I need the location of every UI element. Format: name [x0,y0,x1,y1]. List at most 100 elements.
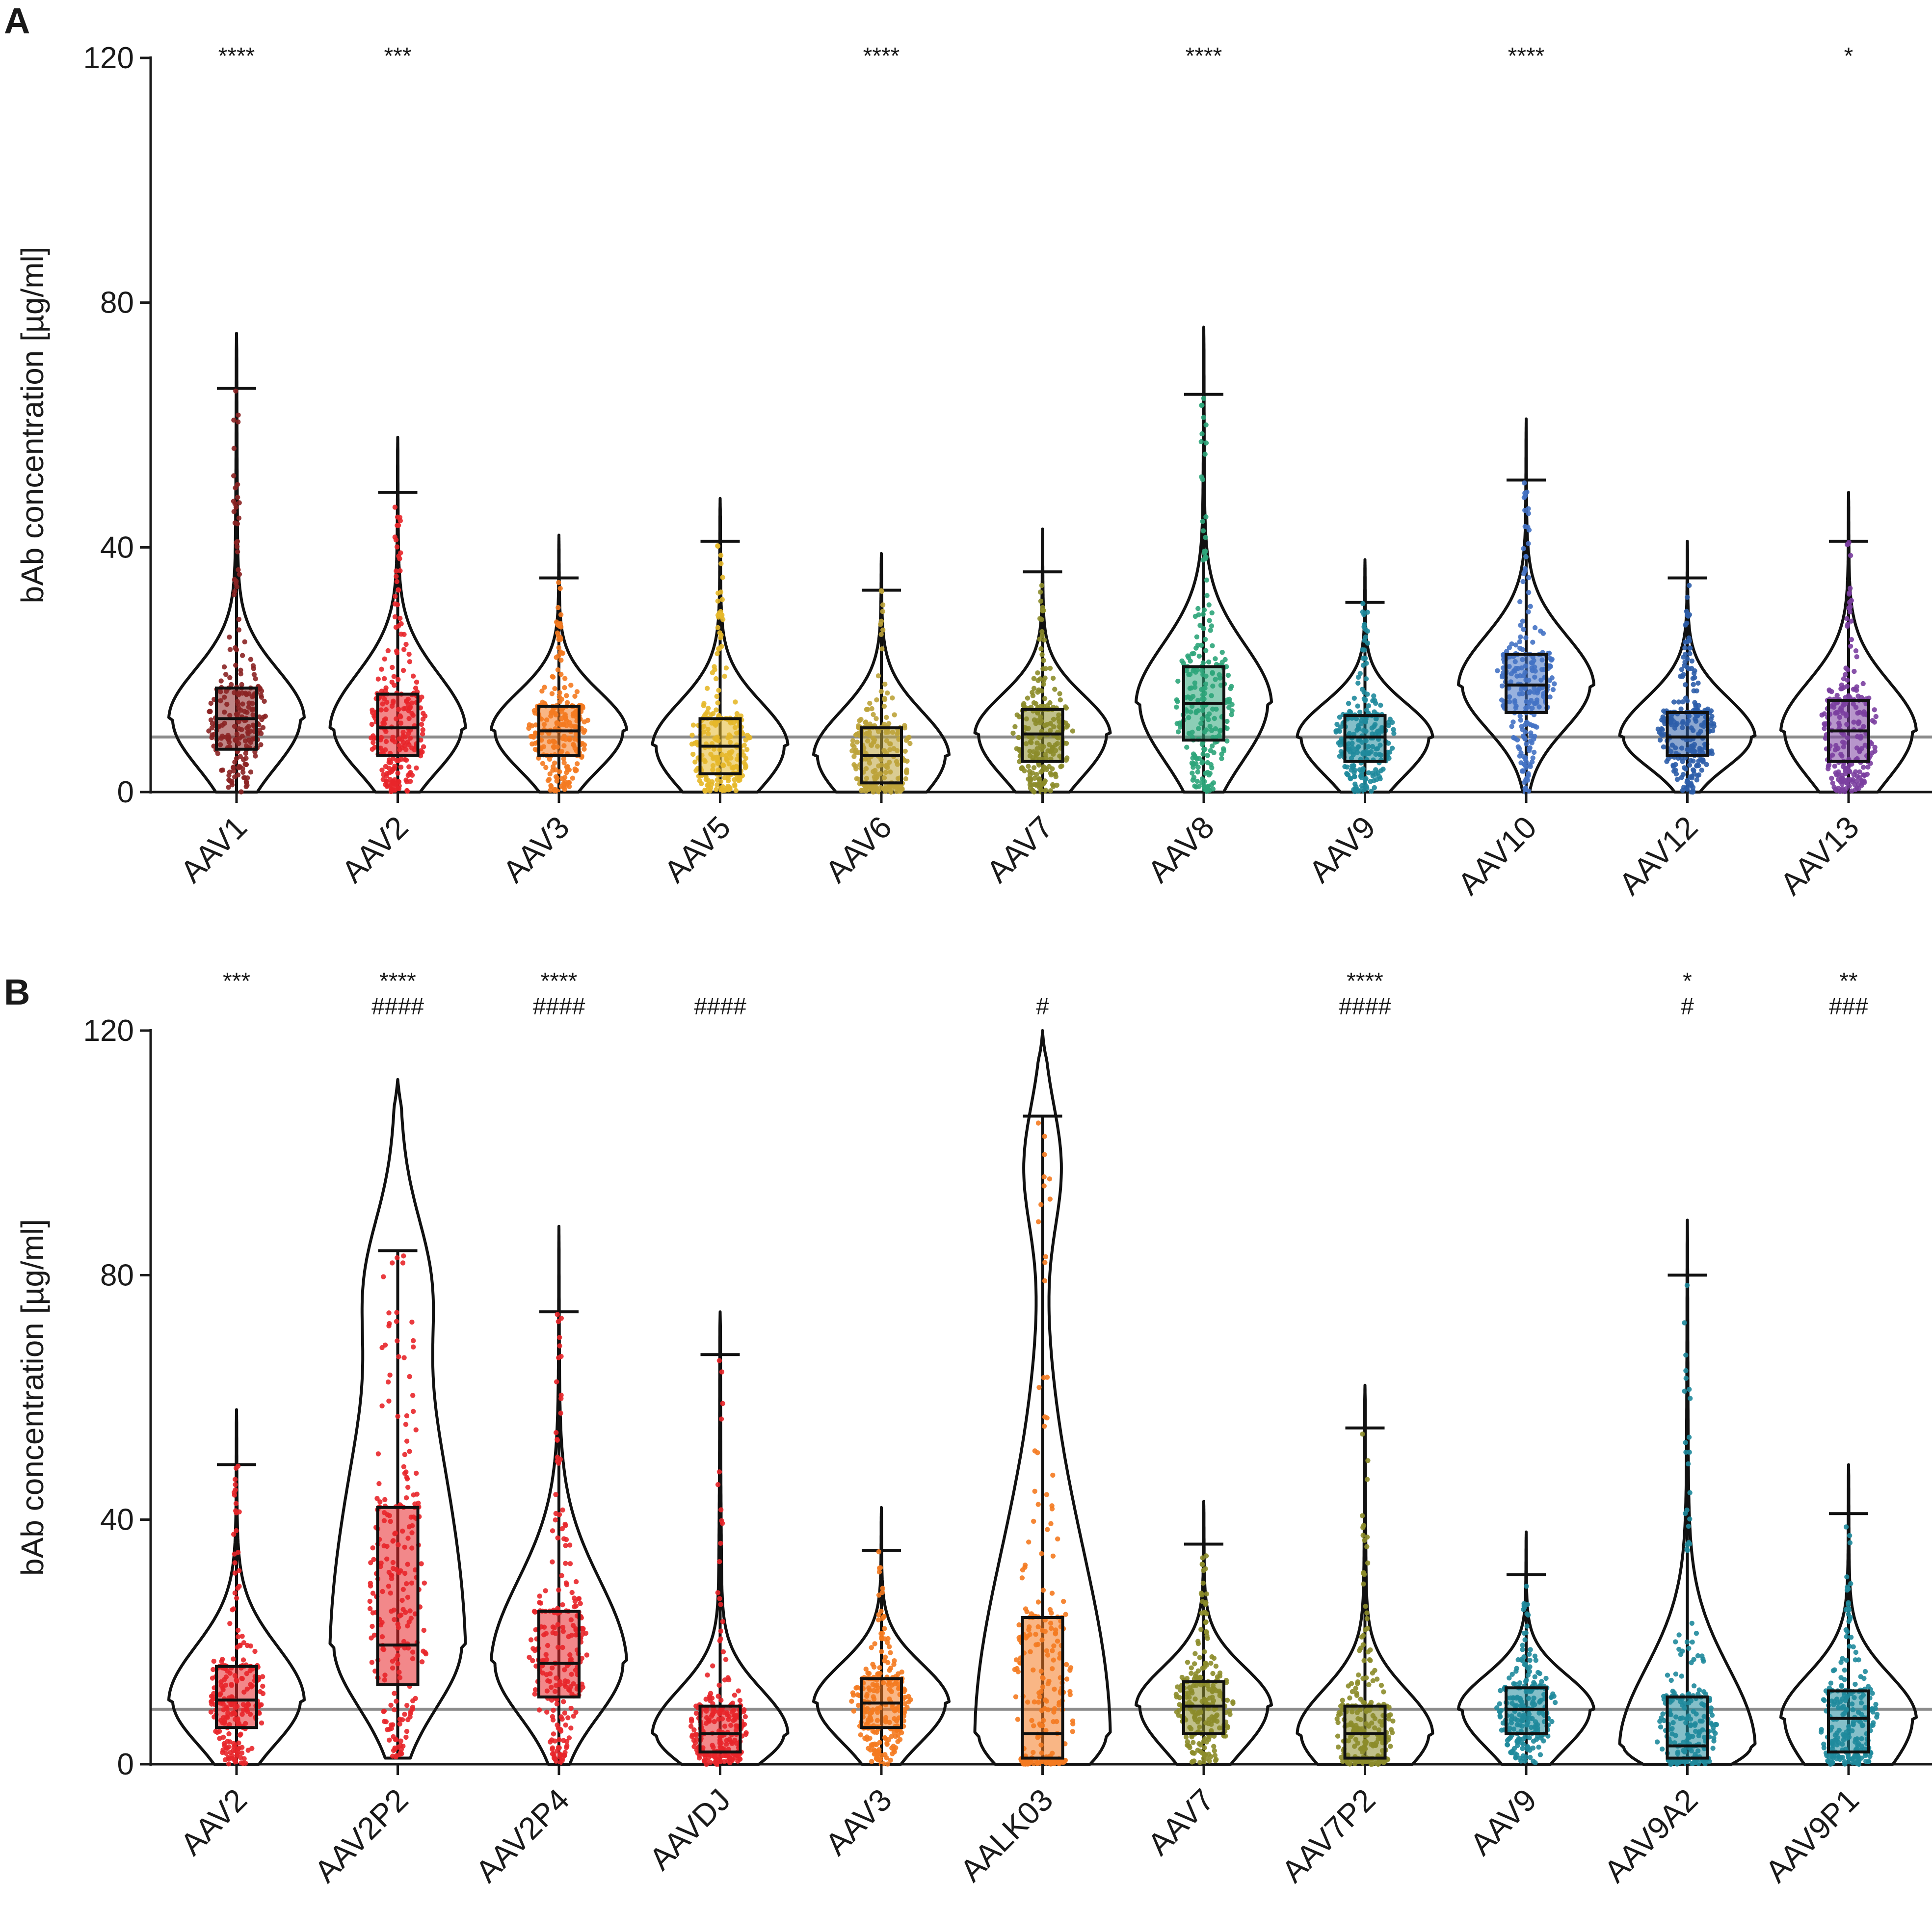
data-point [709,1713,715,1719]
data-point [1361,1581,1366,1587]
data-point [1346,746,1351,752]
data-point [543,1652,549,1657]
data-point [387,1372,393,1378]
data-point [1660,1746,1665,1752]
data-point [706,1755,712,1761]
data-point [1039,583,1045,588]
data-point [1038,1742,1044,1748]
data-point [1509,1720,1514,1725]
data-point [1070,1721,1076,1726]
data-point [1685,786,1690,792]
data-point [1346,1738,1351,1744]
data-point [236,1740,241,1746]
data-point [227,1670,233,1676]
data-point [558,1410,563,1416]
data-point [1029,1718,1034,1723]
data-point [1227,699,1232,704]
data-point [1058,697,1063,703]
data-point [1680,788,1686,793]
data-point [1199,760,1205,766]
data-point [397,1721,402,1727]
data-point [208,717,214,723]
data-point [567,1561,573,1566]
data-point [558,1714,564,1720]
data-point [1174,704,1179,710]
data-point [556,1725,561,1731]
data-point [399,745,405,751]
data-point [717,1638,723,1644]
data-point [1044,1492,1050,1497]
violin-group-a-aav7: AAV7 [973,527,1112,889]
data-point [1526,1711,1532,1717]
data-point [568,1617,574,1622]
data-point [1522,779,1527,785]
data-point [1200,1555,1205,1561]
data-point [230,1607,235,1613]
data-point [1524,1747,1530,1752]
data-point [1536,1745,1541,1750]
data-point [533,722,538,728]
data-point [1188,709,1193,715]
data-point [1532,1702,1537,1707]
data-point [1224,738,1230,744]
data-point [1175,678,1181,684]
data-point [233,737,238,743]
data-point [558,612,564,617]
data-point [1372,709,1377,715]
data-point [1040,605,1045,610]
data-point [554,1675,559,1681]
data-point [1229,712,1234,717]
data-point [242,639,247,645]
data-point [732,1717,738,1722]
data-point [1691,748,1696,754]
data-point [394,1698,399,1704]
data-point [234,544,240,550]
data-point [1186,672,1191,677]
data-point [383,685,389,690]
data-point [1199,776,1205,782]
data-point [1376,728,1382,734]
x-tick-label-aav8: AAV8 [1141,809,1221,889]
data-point [545,1643,551,1648]
data-point [1061,1599,1066,1604]
data-point [1041,1718,1046,1723]
data-point [1051,1709,1057,1715]
data-point [1693,1721,1698,1726]
data-point [1691,1683,1697,1689]
data-point [1031,1667,1036,1673]
violin-outline [1296,558,1434,794]
data-point [1206,659,1212,665]
data-point [1512,1716,1518,1722]
data-point [882,695,887,701]
data-point [407,705,412,711]
data-point [688,1723,694,1729]
data-point [1705,706,1711,712]
data-point [1047,665,1053,671]
data-point [1212,1718,1217,1723]
data-point [1036,776,1042,782]
data-point [558,1353,564,1359]
data-point [571,1713,576,1719]
data-point [868,1718,874,1723]
data-point [555,1535,560,1540]
data-point [1851,701,1856,707]
data-point [1209,693,1214,698]
data-point [1531,658,1536,663]
data-point [869,1645,874,1650]
data-point [1370,773,1376,778]
data-point [390,767,396,772]
data-point [1532,734,1537,739]
data-point [1347,731,1352,736]
data-point [390,1560,396,1565]
data-point [388,1722,394,1728]
data-point [392,1617,397,1622]
data-point [1203,514,1209,520]
data-point [865,1706,870,1711]
data-point [720,1619,726,1624]
data-point [1839,686,1845,691]
data-point [369,1660,375,1665]
data-point [858,716,864,722]
data-point [1390,1718,1396,1724]
data-point [1048,1521,1054,1526]
data-point [403,1610,408,1615]
